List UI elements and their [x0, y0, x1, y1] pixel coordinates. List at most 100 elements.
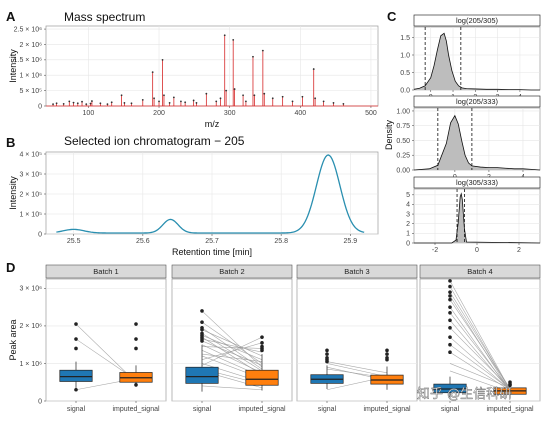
batch-2-pair-link: [201, 336, 263, 366]
density-facet-2-strip-label: log(205/333): [456, 97, 499, 106]
chromatogram-y-axis-label: Intensity: [8, 176, 18, 210]
spectrum-peak-point: [158, 100, 160, 103]
batch-2-outlier-point: [260, 335, 264, 339]
chromatogram-panel: 0 1 × 10⁵ 2 × 10⁵ 3 × 10⁵ 4 × 10⁵ 25.5 25.6 25.…: [8, 151, 379, 257]
density-facet-1-strip: [413, 14, 541, 27]
batch-2-outlier-point: [260, 348, 264, 353]
density-facet-3-tick-label-y: 3: [406, 211, 410, 218]
panel-a-title: Mass spectrum: [64, 10, 145, 24]
density-facet-3-tick-label-x: 0: [475, 247, 479, 254]
batch-3-strip-label: Batch 3: [344, 267, 369, 276]
chromatogram-line: [56, 154, 365, 234]
mass-spectrum-panel: 0 5 × 10⁵ 1 × 10⁶ 1.5 × 10⁶ 2 × 10⁶ 2.5 × 10⁶…: [8, 25, 379, 129]
density-facet-3-density-line: [414, 192, 541, 244]
spectrum-peak-point: [322, 100, 325, 103]
spectrum-peak-point: [85, 103, 88, 106]
spectrum-peak-point: [91, 100, 93, 102]
spectrum-peak-point: [141, 98, 144, 101]
batch-1-box-signal: [59, 369, 93, 382]
spectrum-peak-point: [99, 102, 102, 105]
batch-4-pair-link: [449, 299, 511, 389]
spectrum-tick-label-y: 1 × 10⁶: [19, 73, 42, 80]
batch-2-outlier-point: [200, 309, 204, 313]
density-facet-3-strip: [413, 176, 541, 189]
batch-1-outlier-point: [134, 383, 138, 387]
batch-4-outlier-point: [448, 290, 452, 294]
spectrum-tick-label-x: 100: [83, 110, 95, 117]
batch-3-outlier-point: [385, 357, 389, 362]
chromatogram-tick-label-x: 25.8: [274, 238, 288, 245]
spectrum-peak-point: [184, 101, 187, 104]
chromatogram-tick-label-x: 25.6: [136, 238, 150, 245]
spectrum-peak-point: [242, 94, 244, 97]
spectrum-peak-point: [312, 68, 315, 70]
spectrum-peak-point: [195, 102, 198, 104]
density-facet-3-tick-label-y: 5: [406, 192, 410, 199]
batch-2-strip: [171, 264, 293, 279]
spectrum-peak-point: [263, 92, 266, 95]
batch-4-outlier-point: [448, 310, 452, 315]
density-facet-3-tick-label-y: 2: [406, 221, 410, 228]
spectrum-peak-point: [130, 102, 133, 105]
batch-2-outlier-point: [200, 339, 204, 343]
spectrum-peak-point: [219, 97, 222, 100]
batch-4-category-label: signal: [441, 406, 460, 413]
spectrum-peak-point: [110, 101, 113, 104]
density-facet-1-strip-label: log(205/305): [456, 16, 499, 25]
density-panels: log(205/305) 0.0 0.5 1.0 1.5 0 1 2 3 4 log(205/333…: [384, 14, 541, 254]
spectrum-peak-point: [332, 102, 335, 104]
boxplot-tick-label-y: 0: [38, 398, 42, 405]
batch-3-pair-link: [326, 363, 388, 377]
batch-3-outlier-point: [325, 352, 329, 356]
density-facet-3-strip-label: log(305/333): [456, 178, 499, 187]
batch-2-category-label: imputed_signal: [238, 406, 286, 413]
density-facet-2-strip: [413, 95, 541, 108]
batch-1-outlier-point: [74, 387, 78, 392]
chromatogram-tick-label-y: 3 × 10⁵: [19, 171, 42, 178]
batch-1-category-label: imputed_signal: [112, 406, 160, 413]
batch-2-pair-link: [201, 310, 263, 368]
spectrum-peak-point: [301, 95, 304, 98]
spectrum-peak-point: [271, 97, 274, 100]
batch-1-outlier-point: [74, 346, 78, 351]
batch-3-pair-link: [326, 361, 388, 374]
density-facet-2-tick-label-y: 0.75: [396, 123, 410, 130]
batch-1-outlier-point: [134, 346, 138, 351]
batch-4-pair-link: [449, 344, 511, 390]
spectrum-peak-point: [281, 95, 284, 98]
batch-3-category-label: signal: [318, 406, 337, 413]
spectrum-peak-point: [76, 102, 79, 105]
batch-4-pair-link: [449, 306, 511, 392]
spectrum-peak-point: [245, 100, 247, 103]
spectrum-peak-point: [81, 100, 83, 103]
density-facet-2-tick-label-y: 1.00: [396, 108, 410, 115]
spectrum-peak-point: [223, 34, 226, 37]
spectrum-peak-point: [291, 100, 294, 103]
density-facet-1-density-line: [413, 32, 540, 91]
batch-2-pair-link: [201, 338, 263, 353]
spectrum-tick-label-x: 300: [224, 110, 236, 117]
batch-4-strip: [419, 264, 541, 279]
boxplot-tick-label-y: 2 × 10⁶: [19, 323, 42, 330]
density-facet-3-tick-label-y: 0: [406, 240, 410, 247]
spectrum-peak-point: [106, 103, 109, 106]
batch-1-outlier-point: [134, 322, 138, 326]
density-facet-2-density-area: [414, 115, 540, 170]
batch-4-outlier-point: [508, 383, 512, 388]
spectrum-y-axis-label: Intensity: [8, 49, 18, 83]
panel-b-title: Selected ion chromatogram − 205: [64, 134, 245, 148]
spectrum-tick-label-y: 2 × 10⁶: [19, 42, 42, 49]
batch-4-pair-link: [449, 312, 511, 390]
panel-label-c: C: [387, 9, 397, 24]
spectrum-peak-point: [172, 96, 175, 99]
spectrum-tick-label-y: 1.5 × 10⁶: [14, 57, 42, 64]
batch-4-outlier-point: [448, 284, 452, 289]
batch-4-outlier-point: [448, 294, 452, 298]
batch-2-pair-link: [201, 327, 263, 370]
chromatogram-tick-label-y: 4 × 10⁵: [19, 151, 42, 158]
density-facet-3-tick-label-x: -2: [432, 247, 438, 254]
batch-4-pair-link: [449, 327, 511, 389]
spectrum-peak-point: [342, 102, 345, 105]
spectrum-tick-label-x: 500: [365, 110, 377, 117]
chromatogram-tick-label-y: 2 × 10⁵: [19, 191, 42, 198]
